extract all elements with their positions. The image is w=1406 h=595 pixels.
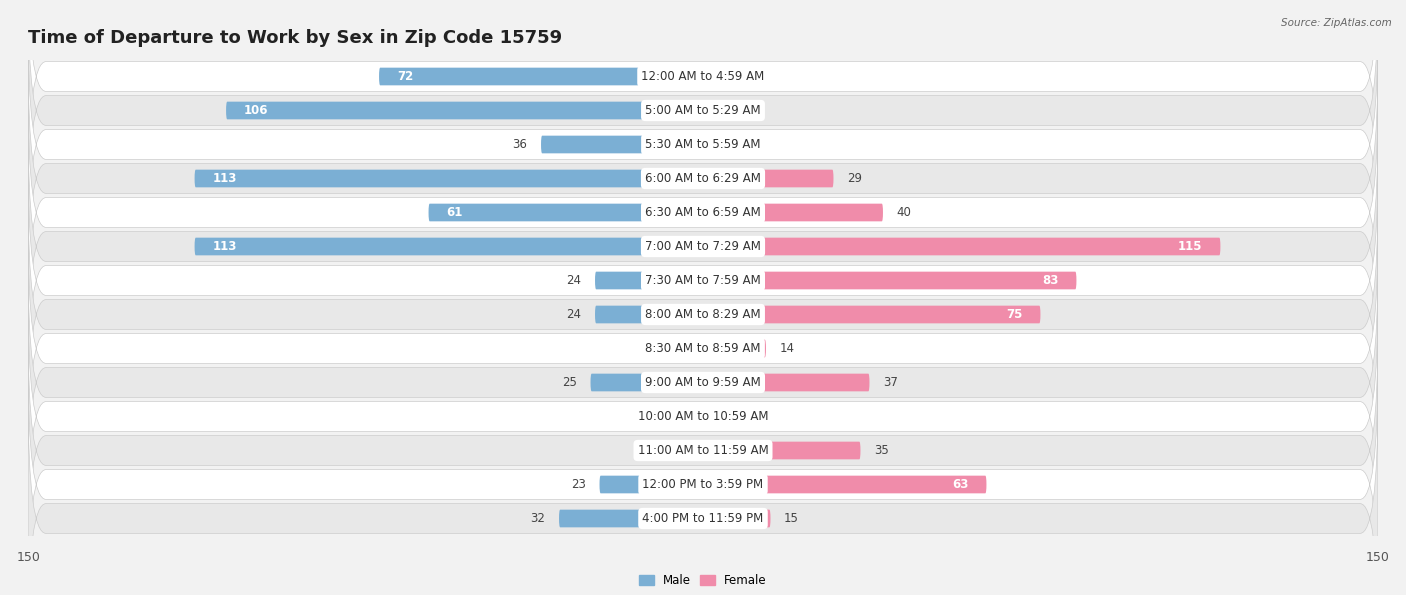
Text: 72: 72 <box>396 70 413 83</box>
Text: 11:00 AM to 11:59 AM: 11:00 AM to 11:59 AM <box>638 444 768 457</box>
Text: 8:30 AM to 8:59 AM: 8:30 AM to 8:59 AM <box>645 342 761 355</box>
Text: 8:00 AM to 8:29 AM: 8:00 AM to 8:29 AM <box>645 308 761 321</box>
Text: 10:00 AM to 10:59 AM: 10:00 AM to 10:59 AM <box>638 410 768 423</box>
FancyBboxPatch shape <box>595 272 703 289</box>
Text: 9:00 AM to 9:59 AM: 9:00 AM to 9:59 AM <box>645 376 761 389</box>
FancyBboxPatch shape <box>591 374 703 392</box>
Text: 14: 14 <box>779 342 794 355</box>
Text: 12:00 AM to 4:59 AM: 12:00 AM to 4:59 AM <box>641 70 765 83</box>
Text: 83: 83 <box>1042 274 1059 287</box>
Text: 35: 35 <box>875 444 889 457</box>
Text: 15: 15 <box>785 512 799 525</box>
FancyBboxPatch shape <box>703 68 721 85</box>
Text: 32: 32 <box>530 512 546 525</box>
Text: 6:30 AM to 6:59 AM: 6:30 AM to 6:59 AM <box>645 206 761 219</box>
FancyBboxPatch shape <box>703 272 1077 289</box>
Text: 40: 40 <box>897 206 911 219</box>
FancyBboxPatch shape <box>194 237 703 255</box>
FancyBboxPatch shape <box>703 340 766 358</box>
Text: 115: 115 <box>1178 240 1202 253</box>
FancyBboxPatch shape <box>28 397 1378 595</box>
Text: Source: ZipAtlas.com: Source: ZipAtlas.com <box>1281 18 1392 28</box>
Text: 106: 106 <box>245 104 269 117</box>
FancyBboxPatch shape <box>703 510 770 527</box>
FancyBboxPatch shape <box>28 261 1378 503</box>
FancyBboxPatch shape <box>703 374 869 392</box>
FancyBboxPatch shape <box>699 408 703 425</box>
Text: 113: 113 <box>212 240 238 253</box>
FancyBboxPatch shape <box>28 159 1378 402</box>
Text: 24: 24 <box>567 308 582 321</box>
FancyBboxPatch shape <box>226 102 703 120</box>
FancyBboxPatch shape <box>28 364 1378 595</box>
Text: 3: 3 <box>730 104 737 117</box>
Text: 61: 61 <box>447 206 463 219</box>
FancyBboxPatch shape <box>28 0 1378 231</box>
FancyBboxPatch shape <box>380 68 703 85</box>
FancyBboxPatch shape <box>599 475 703 493</box>
Text: 0: 0 <box>682 410 689 423</box>
FancyBboxPatch shape <box>703 441 860 459</box>
FancyBboxPatch shape <box>672 340 703 358</box>
FancyBboxPatch shape <box>703 136 730 154</box>
Text: 23: 23 <box>571 478 586 491</box>
FancyBboxPatch shape <box>28 193 1378 436</box>
Text: 12:00 PM to 3:59 PM: 12:00 PM to 3:59 PM <box>643 478 763 491</box>
FancyBboxPatch shape <box>28 330 1378 572</box>
Text: 113: 113 <box>212 172 238 185</box>
FancyBboxPatch shape <box>194 170 703 187</box>
Text: 6: 6 <box>744 410 751 423</box>
Text: 8: 8 <box>647 444 654 457</box>
Text: 5:00 AM to 5:29 AM: 5:00 AM to 5:29 AM <box>645 104 761 117</box>
FancyBboxPatch shape <box>541 136 703 154</box>
Text: 6: 6 <box>744 138 751 151</box>
FancyBboxPatch shape <box>703 102 717 120</box>
FancyBboxPatch shape <box>28 0 1378 198</box>
FancyBboxPatch shape <box>28 227 1378 469</box>
FancyBboxPatch shape <box>703 170 834 187</box>
FancyBboxPatch shape <box>28 23 1378 265</box>
FancyBboxPatch shape <box>28 58 1378 299</box>
FancyBboxPatch shape <box>595 306 703 323</box>
Text: 7:30 AM to 7:59 AM: 7:30 AM to 7:59 AM <box>645 274 761 287</box>
Text: Time of Departure to Work by Sex in Zip Code 15759: Time of Departure to Work by Sex in Zip … <box>28 29 562 47</box>
FancyBboxPatch shape <box>703 306 1040 323</box>
FancyBboxPatch shape <box>28 92 1378 334</box>
Text: 5:30 AM to 5:59 AM: 5:30 AM to 5:59 AM <box>645 138 761 151</box>
Text: 25: 25 <box>562 376 576 389</box>
FancyBboxPatch shape <box>28 296 1378 537</box>
FancyBboxPatch shape <box>429 203 703 221</box>
Text: 6:00 AM to 6:29 AM: 6:00 AM to 6:29 AM <box>645 172 761 185</box>
Text: 24: 24 <box>567 274 582 287</box>
Text: 63: 63 <box>952 478 969 491</box>
FancyBboxPatch shape <box>560 510 703 527</box>
Text: 29: 29 <box>846 172 862 185</box>
Text: 37: 37 <box>883 376 898 389</box>
Text: 7:00 AM to 7:29 AM: 7:00 AM to 7:29 AM <box>645 240 761 253</box>
FancyBboxPatch shape <box>703 475 987 493</box>
FancyBboxPatch shape <box>703 237 1220 255</box>
Text: 36: 36 <box>513 138 527 151</box>
Text: 4: 4 <box>734 70 742 83</box>
FancyBboxPatch shape <box>666 441 703 459</box>
FancyBboxPatch shape <box>703 203 883 221</box>
Legend: Male, Female: Male, Female <box>634 569 772 591</box>
Text: 4:00 PM to 11:59 PM: 4:00 PM to 11:59 PM <box>643 512 763 525</box>
FancyBboxPatch shape <box>703 408 730 425</box>
Text: 75: 75 <box>1007 308 1022 321</box>
Text: 7: 7 <box>651 342 658 355</box>
FancyBboxPatch shape <box>28 126 1378 368</box>
